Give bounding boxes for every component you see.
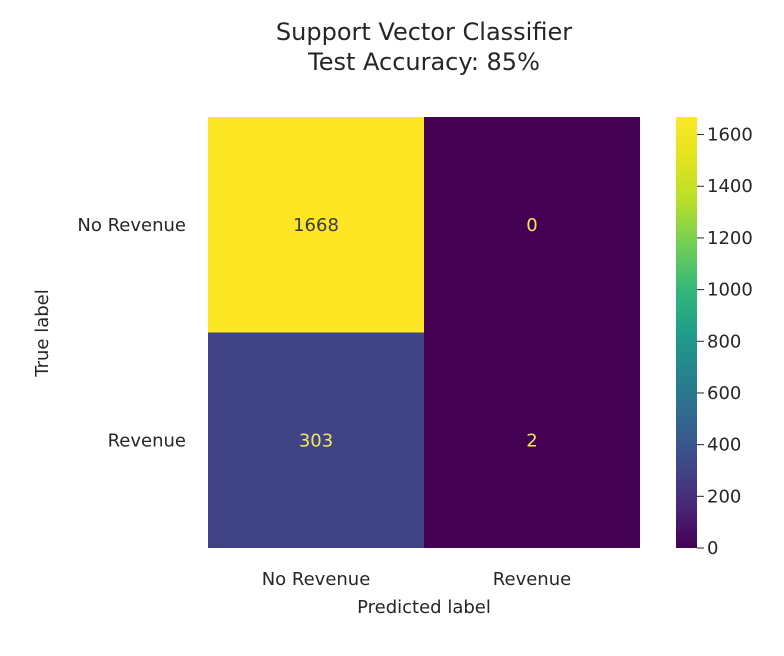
cell-value-label: 303 [299, 430, 333, 451]
y-tick-label: No Revenue [77, 215, 186, 236]
x-axis-label: Predicted label [357, 597, 491, 618]
colorbar-tick-label: 600 [707, 383, 741, 404]
colorbar-tick-label: 400 [707, 435, 741, 456]
x-tick-labels: No Revenue Revenue [262, 569, 571, 590]
y-tick-labels: No Revenue Revenue [77, 215, 186, 452]
heatmap-cell [424, 332, 640, 548]
colorbar-tick-label: 200 [707, 486, 741, 507]
colorbar-tick-label: 1400 [707, 176, 753, 197]
y-tick-label: Revenue [108, 430, 186, 451]
cell-value-labels: 1668 0 303 2 [293, 215, 538, 452]
colorbar-tick-label: 0 [707, 538, 718, 559]
heatmap-cell [208, 332, 424, 548]
colorbar-ticks: 0 200 400 600 800 1000 1200 1400 1600 [697, 125, 753, 559]
cell-value-label: 0 [526, 215, 537, 236]
colorbar-tick-label: 800 [707, 331, 741, 352]
colorbar [676, 117, 697, 548]
y-axis-label: True label [32, 289, 53, 378]
x-tick-label: Revenue [493, 569, 571, 590]
heatmap-cell [424, 117, 640, 333]
x-tick-label: No Revenue [262, 569, 371, 590]
heatmap-cells [208, 117, 640, 548]
colorbar-tick-label: 1200 [707, 228, 753, 249]
colorbar-tick-label: 1000 [707, 280, 753, 301]
chart-title-line-1: Support Vector Classifier [276, 18, 572, 46]
heatmap-cell [208, 117, 424, 333]
colorbar-tick-label: 1600 [707, 125, 753, 146]
cell-value-label: 1668 [293, 215, 339, 236]
chart-title-line-2: Test Accuracy: 85% [307, 48, 540, 76]
cell-value-label: 2 [526, 430, 537, 451]
